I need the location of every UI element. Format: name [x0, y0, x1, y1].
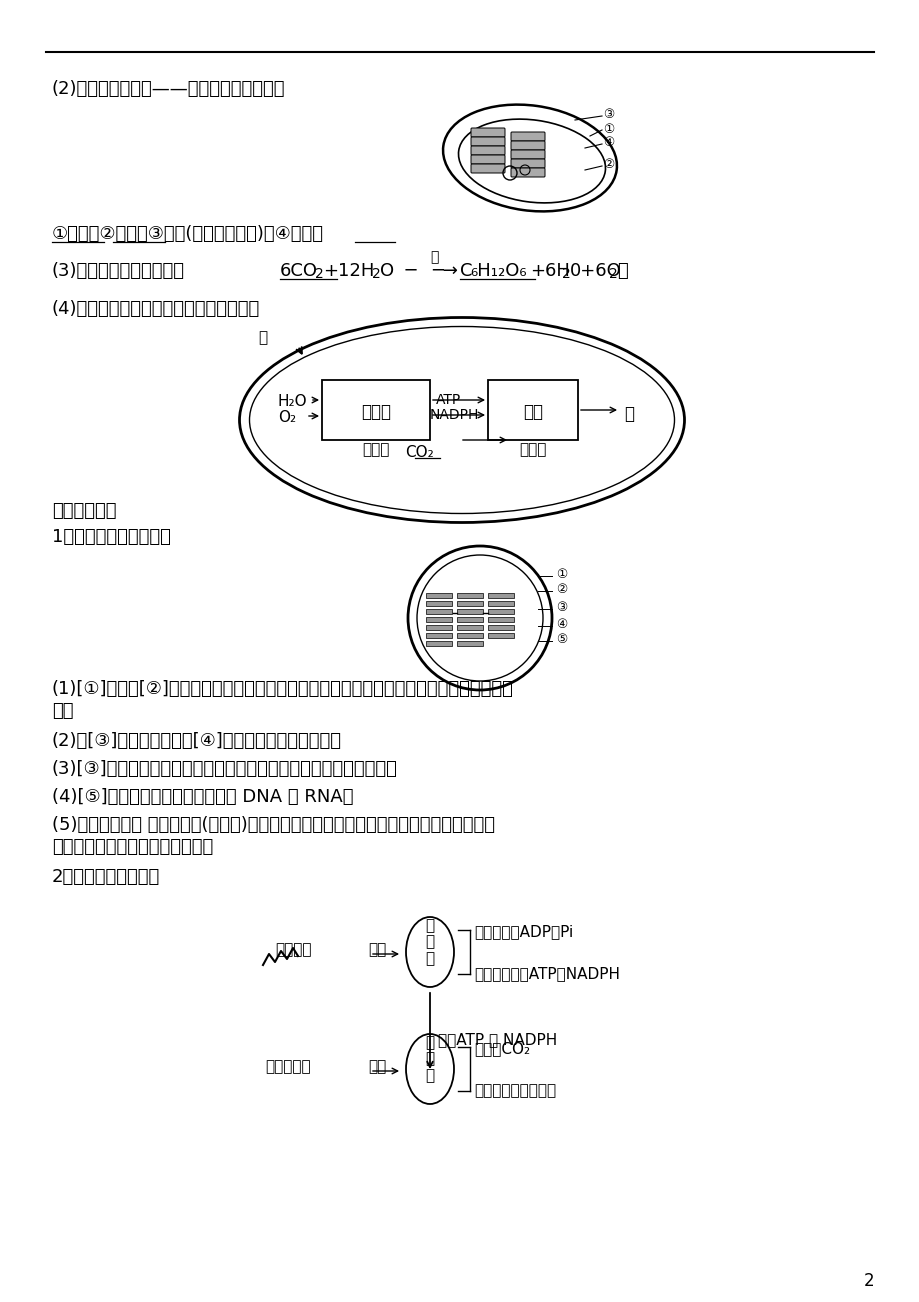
Text: 2: 2: [562, 267, 570, 281]
Bar: [487, 602, 514, 605]
Text: 叶绿体基质: 叶绿体基质: [265, 1059, 311, 1074]
Text: ②: ②: [602, 158, 614, 171]
Bar: [487, 625, 514, 630]
Text: 产物：氧气、ATP、NADPH: 产物：氧气、ATP、NADPH: [473, 966, 619, 980]
Bar: [425, 633, 451, 638]
Text: +12H: +12H: [323, 262, 374, 280]
Text: 光反应: 光反应: [362, 441, 390, 457]
Text: 是绿色植物进行光合作用的场所。: 是绿色植物进行光合作用的场所。: [52, 838, 213, 855]
Bar: [425, 641, 451, 646]
Bar: [457, 592, 482, 598]
FancyBboxPatch shape: [510, 168, 544, 177]
Text: 场所: 场所: [368, 1059, 386, 1074]
Text: ⑤: ⑤: [555, 633, 567, 646]
Bar: [425, 617, 451, 622]
Text: O₂: O₂: [278, 410, 296, 424]
Text: ₆H₁₂O₆: ₆H₁₂O₆: [470, 262, 526, 280]
Text: 原料：CO₂: 原料：CO₂: [473, 1042, 529, 1056]
Text: (5)叶绿体的功能 在类囊体膜(光合膜)和叶绿体基质中分布着与光合作用有关的酶，叶绿体: (5)叶绿体的功能 在类囊体膜(光合膜)和叶绿体基质中分布着与光合作用有关的酶，…: [52, 816, 494, 835]
Text: C: C: [460, 262, 472, 280]
Bar: [457, 602, 482, 605]
Text: (3)光合作用的总方程式：: (3)光合作用的总方程式：: [52, 262, 185, 280]
Text: (2)光合作用的场所——叶绿体的结构和功能: (2)光合作用的场所——叶绿体的结构和功能: [52, 79, 285, 98]
Text: 6CO: 6CO: [279, 262, 318, 280]
Bar: [487, 592, 514, 598]
Text: 光
反
应: 光 反 应: [425, 918, 434, 966]
Bar: [425, 609, 451, 615]
Text: 类囊体: 类囊体: [360, 404, 391, 421]
Text: ①: ①: [602, 122, 614, 135]
FancyBboxPatch shape: [471, 137, 505, 146]
Text: (3)[③]类囊体的光合膜上分布着能够吸收、传递和转化光能的色素。: (3)[③]类囊体的光合膜上分布着能够吸收、传递和转化光能的色素。: [52, 760, 397, 779]
FancyBboxPatch shape: [510, 159, 544, 168]
Text: 【归纳总结】: 【归纳总结】: [52, 503, 117, 519]
Text: 光: 光: [257, 329, 267, 345]
Text: 2: 2: [314, 267, 323, 281]
Text: (1)[①]外膜和[②]内膜使其内部结构与细胞溶胶分开，保证了叶绿体相对独立地进行代谢活: (1)[①]外膜和[②]内膜使其内部结构与细胞溶胶分开，保证了叶绿体相对独立地进…: [52, 680, 514, 698]
Bar: [425, 602, 451, 605]
FancyBboxPatch shape: [471, 164, 505, 173]
Bar: [487, 617, 514, 622]
Text: 2．光合作用过程模型: 2．光合作用过程模型: [52, 868, 160, 885]
Text: 1．叶绿体的结构和功能: 1．叶绿体的结构和功能: [52, 529, 171, 546]
FancyBboxPatch shape: [510, 141, 544, 150]
FancyBboxPatch shape: [471, 155, 505, 164]
Text: 2: 2: [862, 1272, 873, 1290]
Text: 提供ATP 和 NADPH: 提供ATP 和 NADPH: [437, 1032, 557, 1047]
Text: 。: 。: [617, 262, 627, 280]
Text: 2: 2: [608, 267, 617, 281]
Bar: [425, 625, 451, 630]
Bar: [487, 609, 514, 615]
Bar: [457, 617, 482, 622]
Text: O  ─: O ─: [380, 262, 416, 280]
Text: 糖: 糖: [623, 405, 633, 423]
Bar: [457, 633, 482, 638]
Text: 类囊体膜: 类囊体膜: [275, 943, 312, 957]
Text: ③: ③: [602, 108, 614, 121]
Text: H₂O: H₂O: [278, 395, 307, 409]
Text: NADPH: NADPH: [429, 408, 479, 422]
Text: 0+6O: 0+6O: [570, 262, 621, 280]
Text: 碳反应: 碳反应: [518, 441, 546, 457]
FancyBboxPatch shape: [510, 150, 544, 159]
Text: 2: 2: [371, 267, 380, 281]
FancyBboxPatch shape: [510, 132, 544, 141]
Bar: [457, 641, 482, 646]
FancyBboxPatch shape: [471, 146, 505, 155]
Text: ④: ④: [555, 618, 567, 631]
Text: 动。: 动。: [52, 702, 74, 720]
Text: 场所: 场所: [368, 943, 386, 957]
Text: 产物：糖类等有机物: 产物：糖类等有机物: [473, 1083, 555, 1098]
Bar: [322, 380, 429, 440]
FancyBboxPatch shape: [471, 128, 505, 137]
Text: 酶: 酶: [429, 250, 437, 264]
Text: 碳
反
应: 碳 反 应: [425, 1035, 434, 1083]
Text: (2)由[③]类囊体堆叠而成[④]基粒，增大了受光面积。: (2)由[③]类囊体堆叠而成[④]基粒，增大了受光面积。: [52, 732, 342, 750]
Text: +6H: +6H: [529, 262, 569, 280]
Text: ─→: ─→: [432, 262, 458, 280]
Text: (4)光合作用中光反应与碳反应的关系图解: (4)光合作用中光反应与碳反应的关系图解: [52, 299, 260, 318]
Text: ATP: ATP: [436, 393, 460, 408]
Bar: [487, 633, 514, 638]
Bar: [457, 609, 482, 615]
Text: CO₂: CO₂: [405, 445, 434, 460]
Text: 原料：水、ADP、Pi: 原料：水、ADP、Pi: [473, 924, 573, 939]
Bar: [487, 380, 577, 440]
Bar: [457, 625, 482, 630]
Text: 基质: 基质: [522, 404, 542, 421]
Text: ①外膜，②内膜，③基粒(由类囊体构成)，④基质。: ①外膜，②内膜，③基粒(由类囊体构成)，④基质。: [52, 225, 323, 243]
Text: ④: ④: [602, 135, 614, 148]
Text: ③: ③: [555, 602, 567, 615]
Text: ①: ①: [555, 568, 567, 581]
Text: ②: ②: [555, 583, 567, 596]
Text: (4)[⑤]叶绿体基质中还含有少量的 DNA 和 RNA。: (4)[⑤]叶绿体基质中还含有少量的 DNA 和 RNA。: [52, 788, 353, 806]
Bar: [425, 592, 451, 598]
